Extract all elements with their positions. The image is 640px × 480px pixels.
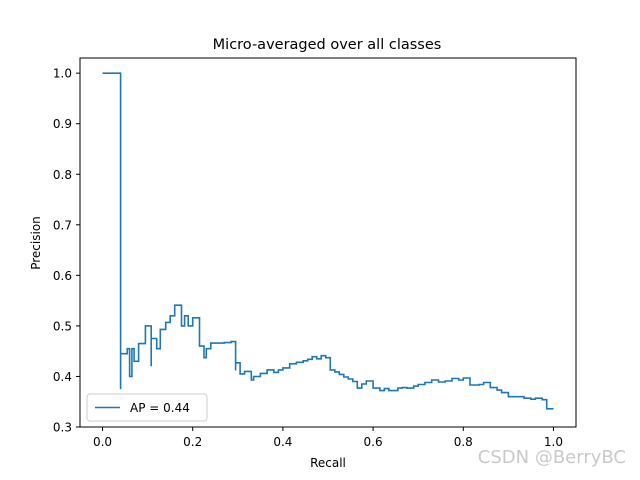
y-tick-label: 0.4 — [53, 370, 72, 384]
y-axis-label: Precision — [29, 216, 43, 270]
x-tick-label: 0.4 — [273, 435, 292, 449]
data-layer — [102, 72, 554, 410]
x-tick-label: 0.6 — [364, 435, 383, 449]
plot-area — [80, 58, 576, 427]
legend: AP = 0.44 — [86, 393, 208, 422]
x-tick-label: 0.0 — [93, 435, 112, 449]
watermark: CSDN @BerryBC — [477, 447, 626, 468]
y-tick-label: 1.0 — [53, 67, 72, 81]
plot-frame — [79, 57, 577, 428]
x-tick-label: 1.0 — [544, 435, 563, 449]
series-line-precision-recall — [102, 72, 554, 410]
y-tick-label: 0.6 — [53, 269, 72, 283]
x-axis-label: Recall — [310, 456, 346, 470]
y-tick-label: 0.3 — [53, 421, 72, 435]
y-tick-label: 0.8 — [53, 168, 72, 182]
axes-layer: 0.0 0.2 0.4 0.6 0.8 1.0 0.3 0.4 0.5 0.6 0.7 0.8 0.9 1… — [53, 67, 563, 449]
chart-title: Micro-averaged over all classes — [213, 37, 442, 53]
legend-box — [86, 393, 208, 422]
legend-label: AP = 0.44 — [130, 401, 190, 415]
x-tick-label: 0.2 — [183, 435, 202, 449]
y-tick-label: 0.5 — [53, 319, 72, 333]
y-tick-label: 0.9 — [53, 117, 72, 131]
y-tick-label: 0.7 — [53, 218, 72, 232]
x-tick-label: 0.8 — [454, 435, 473, 449]
